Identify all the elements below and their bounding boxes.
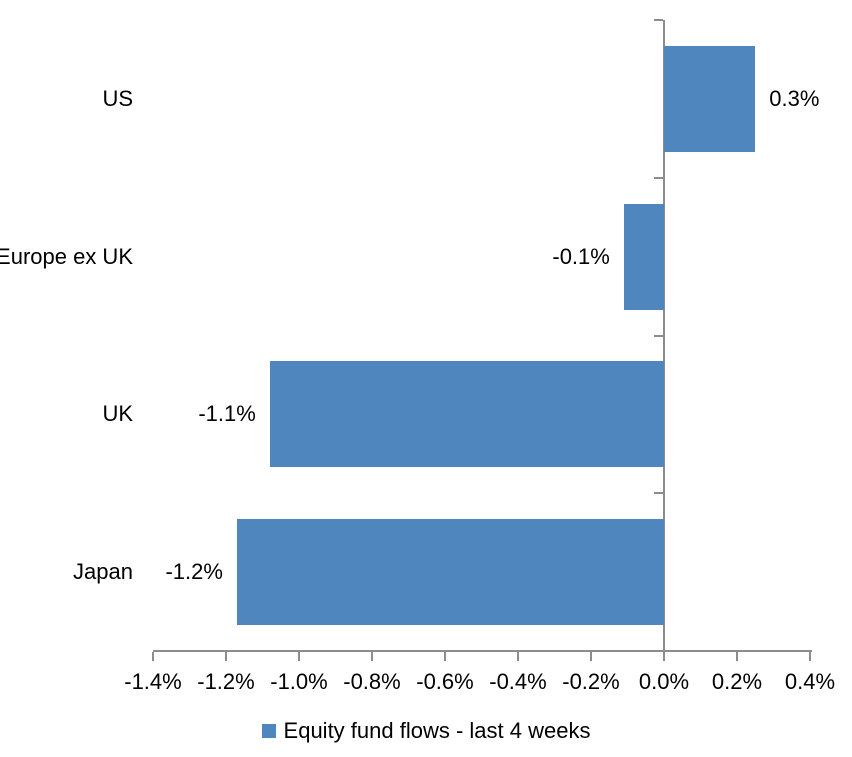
x-axis-tick xyxy=(663,652,665,661)
data-label: 0.3% xyxy=(769,85,820,111)
y-axis-tick xyxy=(654,334,663,337)
legend-swatch xyxy=(261,724,276,738)
legend-label: Equity fund flows - last 4 weeks xyxy=(283,718,591,743)
legend: Equity fund flows - last 4 weeks xyxy=(0,720,852,742)
data-label: -1.2% xyxy=(165,559,223,585)
x-tick-label: -1.0% xyxy=(270,669,328,694)
x-axis-tick xyxy=(736,652,738,661)
y-axis-tick xyxy=(654,19,663,21)
category-label: Japan xyxy=(73,559,133,585)
x-axis-tick xyxy=(152,652,154,661)
x-axis-tick xyxy=(225,652,227,661)
bar xyxy=(269,361,664,468)
x-tick-label: 0.4% xyxy=(784,669,836,694)
bar xyxy=(623,203,664,310)
x-tick-label: -0.6% xyxy=(416,669,474,694)
x-tick-label: -0.8% xyxy=(343,669,401,694)
x-tick-label: -1.2% xyxy=(197,669,255,694)
category-label: UK xyxy=(102,401,133,427)
x-tick-label: 0.2% xyxy=(711,669,763,694)
bar xyxy=(236,519,664,626)
x-tick-label: -0.2% xyxy=(562,669,620,694)
x-tick-label: -0.4% xyxy=(489,669,547,694)
bar xyxy=(664,45,756,152)
x-axis-tick xyxy=(298,652,300,661)
x-axis-tick xyxy=(590,652,592,661)
x-axis-tick xyxy=(517,652,519,661)
category-label: Europe ex UK xyxy=(0,243,133,269)
x-tick-label: 0.0% xyxy=(638,669,690,694)
x-axis-tick xyxy=(444,652,446,661)
data-label: -0.1% xyxy=(552,243,610,269)
x-axis-line xyxy=(153,650,812,652)
x-axis-tick xyxy=(809,652,811,661)
x-axis-tick xyxy=(371,652,373,661)
data-label: -1.1% xyxy=(198,401,256,427)
y-axis-line xyxy=(663,20,665,651)
x-tick-label: -1.4% xyxy=(124,669,182,694)
category-label: US xyxy=(102,85,133,111)
y-axis-tick xyxy=(654,492,663,495)
y-axis-tick xyxy=(654,176,663,179)
